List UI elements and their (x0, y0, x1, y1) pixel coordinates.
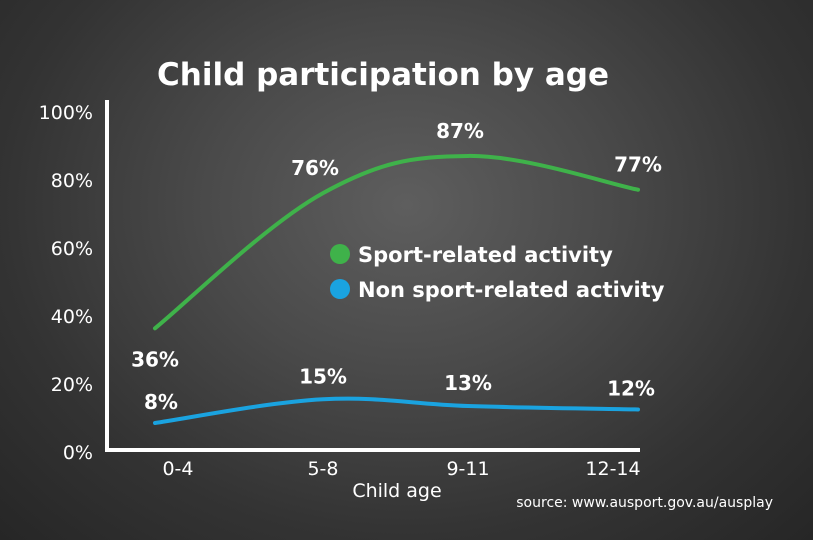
y-tick-label: 0% (63, 442, 93, 464)
data-label: 12% (607, 376, 655, 400)
legend-label-non-sport: Non sport-related activity (358, 278, 665, 302)
series-lines (153, 153, 640, 425)
legend: Sport-related activity Non sport-related… (330, 243, 665, 302)
x-tick-label: 5-8 (307, 458, 338, 480)
y-tick-label: 20% (51, 374, 93, 396)
legend-swatch-sport (330, 244, 350, 264)
data-label: 36% (131, 347, 179, 371)
y-tick-label: 100% (39, 102, 93, 124)
legend-label-sport: Sport-related activity (358, 243, 613, 267)
data-label: 13% (444, 371, 492, 395)
data-label: 87% (436, 119, 484, 143)
x-axis-ticks: 0-4 5-8 9-11 12-14 (162, 458, 640, 480)
x-tick-label: 9-11 (446, 458, 489, 480)
series-line-sport (153, 153, 640, 331)
chart-title: Child participation by age (157, 57, 609, 93)
legend-swatch-non-sport (330, 279, 350, 299)
data-label: 76% (291, 156, 339, 180)
series-line-non-sport (153, 396, 640, 425)
x-axis-title: Child age (352, 480, 441, 502)
data-label: 8% (144, 390, 178, 414)
y-tick-label: 80% (51, 170, 93, 192)
y-axis-ticks: 0% 20% 40% 60% 80% 100% (39, 102, 93, 464)
y-tick-label: 40% (51, 306, 93, 328)
data-label: 15% (299, 364, 347, 388)
y-tick-label: 60% (51, 238, 93, 260)
x-tick-label: 0-4 (162, 458, 193, 480)
source-note: source: www.ausport.gov.au/ausplay (516, 495, 773, 511)
x-tick-label: 12-14 (585, 458, 640, 480)
data-label: 77% (614, 153, 662, 177)
data-labels: 36% 76% 87% 77% 8% 15% 13% 12% (131, 119, 662, 414)
